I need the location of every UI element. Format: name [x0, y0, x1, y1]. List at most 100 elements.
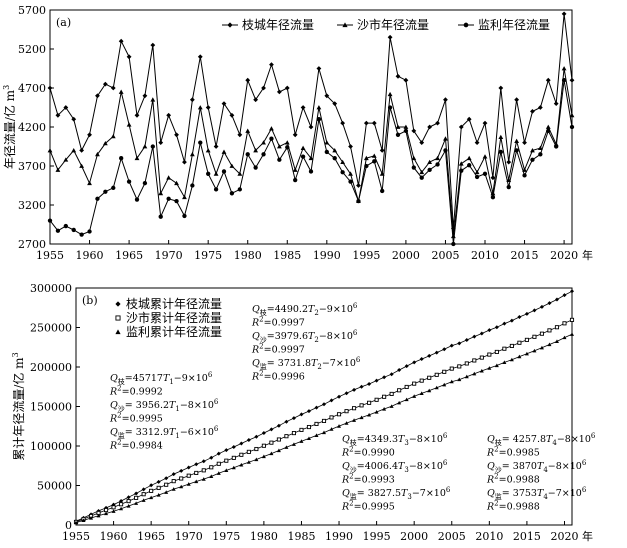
data-point [276, 437, 281, 442]
data-point [380, 188, 385, 194]
data-point [174, 198, 179, 204]
y-axis-label-superscript: 3 [2, 85, 11, 90]
data-point [530, 109, 535, 114]
data-point [229, 191, 235, 196]
x-unit-label: 年 [582, 248, 593, 262]
data-point [141, 492, 146, 497]
data-point [464, 374, 469, 379]
data-point [524, 337, 529, 342]
data-point [442, 382, 447, 387]
data-point [506, 159, 512, 165]
r-squared-value: R2=0.9984 [109, 439, 163, 452]
data-point [547, 342, 552, 347]
data-point [427, 124, 433, 130]
data-point [332, 156, 337, 161]
regression-equations-2: Q枝=4490.2T2−9×106R2=0.9997Q沙=3979.6T2−8×… [251, 302, 361, 383]
data-point [344, 391, 349, 396]
r-squared-value: R2=0.9995 [341, 500, 395, 513]
data-point [231, 455, 236, 460]
data-point [245, 128, 251, 133]
data-point [141, 487, 146, 492]
r-squared-value: R2=0.9988 [486, 500, 540, 513]
x-tick-label: 1955 [36, 249, 64, 262]
data-point [284, 419, 289, 424]
r-squared-value: R2=0.9997 [251, 316, 305, 329]
data-point [171, 479, 176, 484]
y-tick-label: 4700 [18, 82, 46, 95]
data-point [149, 495, 154, 500]
data-point [149, 488, 154, 493]
data-point [194, 462, 199, 467]
y-tick-label: 250000 [30, 322, 72, 335]
data-point [254, 457, 259, 462]
data-point [522, 140, 527, 145]
data-point [324, 140, 330, 145]
data-point [63, 157, 69, 162]
legend-label: 监利累计年径流量 [126, 325, 222, 339]
data-point [104, 507, 109, 513]
data-point [285, 145, 290, 150]
data-point [545, 77, 551, 83]
y-tick-label: 0 [65, 519, 72, 532]
data-point [308, 169, 314, 174]
data-point [63, 105, 69, 110]
data-point [450, 233, 456, 239]
data-point [291, 416, 296, 421]
data-point [261, 152, 266, 157]
data-point [434, 372, 439, 377]
data-point [186, 465, 191, 470]
data-point [329, 398, 334, 403]
data-point [47, 218, 53, 223]
data-point [201, 459, 206, 464]
data-point [467, 163, 472, 168]
x-tick-label: 1970 [175, 530, 203, 543]
data-point [118, 89, 124, 94]
data-point [174, 180, 179, 186]
y-tick-label: 3200 [18, 199, 46, 212]
data-point [118, 38, 124, 44]
x-tick-label: 2010 [471, 249, 499, 262]
data-point [359, 403, 364, 408]
data-point [537, 105, 543, 110]
data-point [569, 112, 575, 118]
data-point [71, 148, 77, 153]
y-tick-label: 4200 [18, 121, 46, 134]
data-point [246, 460, 251, 464]
y-axis-label-superscript: 3 [11, 352, 20, 357]
data-point [110, 133, 116, 139]
data-point [466, 155, 472, 161]
data-point [539, 304, 544, 309]
data-point [182, 159, 187, 165]
data-point [487, 352, 492, 357]
data-point [324, 149, 329, 155]
data-point [284, 85, 290, 91]
data-point [299, 427, 304, 432]
data-point [352, 418, 357, 422]
data-point [427, 159, 433, 165]
data-point [404, 397, 409, 402]
data-point [269, 126, 274, 131]
data-point [404, 364, 409, 369]
data-point [119, 502, 124, 507]
data-point [209, 455, 214, 460]
data-point [449, 379, 454, 384]
data-point [545, 124, 551, 129]
data-point [216, 451, 221, 456]
data-point [254, 434, 259, 439]
data-point [194, 479, 199, 484]
data-point [442, 347, 447, 352]
data-point [47, 85, 53, 91]
data-point [403, 77, 409, 83]
data-point [487, 328, 492, 333]
data-point [435, 120, 440, 126]
data-point [419, 378, 424, 383]
data-point [387, 91, 393, 97]
data-point [216, 471, 221, 475]
legend-marker [115, 315, 121, 321]
data-point [329, 427, 334, 431]
x-tick-label: 1975 [212, 530, 240, 543]
data-point [363, 120, 369, 126]
data-point [363, 155, 369, 161]
data-point [149, 483, 154, 488]
